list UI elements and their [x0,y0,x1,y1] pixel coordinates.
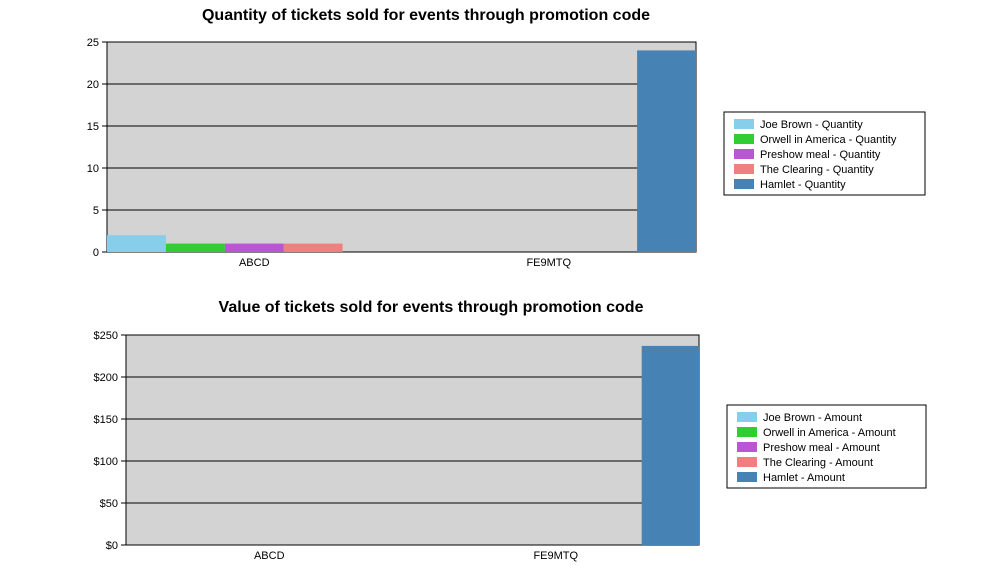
x-axis: ABCD FE9MTQ [254,550,579,562]
legend-swatch [734,164,754,174]
legend-items: Joe Brown - Quantity Orwell in America - … [734,119,897,191]
legend-label: Joe Brown - Quantity [760,119,863,131]
y-tick-label: $150 [94,414,118,426]
x-tick-label: ABCD [239,257,270,269]
y-tick-label: 25 [87,37,99,49]
x-tick-label: ABCD [254,550,285,562]
bar [637,50,696,253]
grid-lines [126,376,699,504]
legend-label: Preshow meal - Amount [763,442,880,454]
y-tick-label: $100 [94,456,118,468]
bar [224,243,284,252]
grid-lines [107,83,696,211]
plot-area [106,41,697,253]
legend-label: Orwell in America - Amount [763,427,896,439]
legend-swatch [734,179,754,189]
legend-label: Hamlet - Amount [763,472,845,484]
legend: Joe Brown - Amount Orwell in America - Am… [726,404,927,489]
legend-swatch [734,119,754,129]
legend: Joe Brown - Quantity Orwell in America - … [723,111,926,196]
legend-label: The Clearing - Quantity [760,164,874,176]
plot-area [125,334,700,546]
x-axis: ABCD FE9MTQ [239,257,572,269]
legend-swatch [734,149,754,159]
legend-swatch [737,427,757,437]
legend-swatch [737,472,757,482]
y-axis: $0 $50 $100 $150 $200 $250 [94,330,126,552]
bar [165,243,225,252]
legend-label: Orwell in America - Quantity [760,134,897,146]
legend-swatch [734,134,754,144]
legend-swatch [737,442,757,452]
legend-box [723,111,926,196]
bars [641,345,699,545]
x-tick-label: FE9MTQ [526,257,571,269]
legend-label: The Clearing - Amount [763,457,873,469]
bars [107,50,696,253]
legend-box [726,404,927,489]
legend-items: Joe Brown - Amount Orwell in America - Am… [737,412,896,484]
bar [641,345,699,545]
y-tick-label: $0 [106,540,118,552]
quantity-chart: Quantity of tickets sold for events thro… [87,7,926,269]
bar [283,243,343,252]
legend-label: Joe Brown - Amount [763,412,862,424]
y-tick-label: 15 [87,121,99,133]
chart-title: Quantity of tickets sold for events thro… [202,7,650,24]
y-tick-label: 10 [87,163,99,175]
bar [107,235,166,252]
y-axis: 0 5 10 15 20 25 [87,37,107,259]
value-chart: Value of tickets sold for events through… [94,299,927,562]
y-tick-label: 5 [93,205,99,217]
y-tick-label: $200 [94,372,118,384]
chart-title: Value of tickets sold for events through… [219,299,644,316]
legend-label: Preshow meal - Quantity [760,149,881,161]
legend-swatch [737,412,757,422]
y-tick-label: $250 [94,330,118,342]
legend-label: Hamlet - Quantity [760,179,846,191]
x-tick-label: FE9MTQ [533,550,578,562]
legend-swatch [737,457,757,467]
y-tick-label: 0 [93,247,99,259]
y-tick-label: 20 [87,79,99,91]
y-tick-label: $50 [100,498,118,510]
